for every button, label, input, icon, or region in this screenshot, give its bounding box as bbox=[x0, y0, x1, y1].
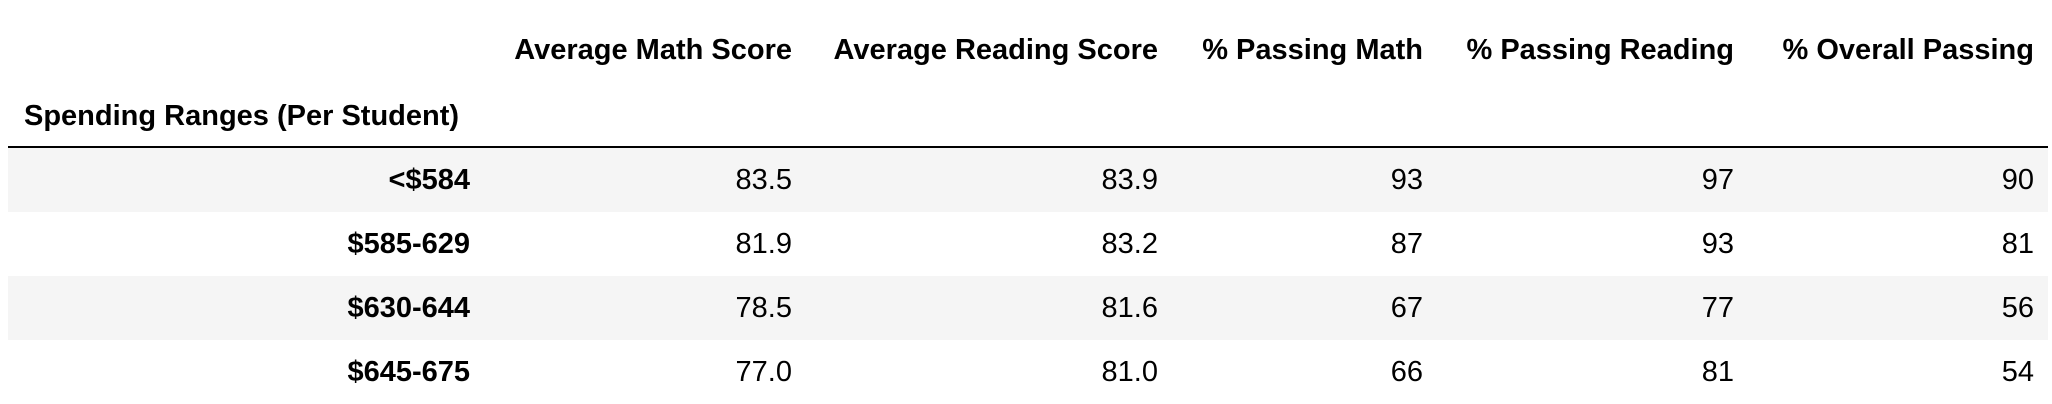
index-row-blank bbox=[1748, 86, 2048, 148]
table-row: <$584 83.5 83.9 93 97 90 bbox=[8, 147, 2048, 212]
column-header-row: Average Math Score Average Reading Score… bbox=[8, 14, 2048, 86]
index-name-label: Spending Ranges (Per Student) bbox=[8, 86, 484, 148]
column-header-passing-math: % Passing Math bbox=[1202, 33, 1423, 66]
index-row-blank bbox=[806, 86, 1172, 148]
index-row-blank bbox=[1437, 86, 1748, 148]
cell-passing-math: 66 bbox=[1390, 355, 1423, 388]
row-label: <$584 bbox=[388, 163, 470, 196]
cell-passing-math: 87 bbox=[1390, 227, 1423, 260]
column-header-overall-passing: % Overall Passing bbox=[1782, 33, 2034, 66]
cell-average-math-score: 77.0 bbox=[735, 355, 792, 388]
cell-overall-passing: 90 bbox=[2001, 163, 2034, 196]
cell-average-math-score: 83.5 bbox=[735, 163, 792, 196]
cell-passing-reading: 77 bbox=[1701, 291, 1734, 324]
index-row-blank bbox=[1172, 86, 1437, 148]
table-row: $630-644 78.5 81.6 67 77 56 bbox=[8, 276, 2048, 340]
row-label: $630-644 bbox=[347, 291, 470, 324]
cell-passing-math: 93 bbox=[1390, 163, 1423, 196]
cell-average-math-score: 81.9 bbox=[735, 227, 792, 260]
cell-overall-passing: 56 bbox=[2001, 291, 2034, 324]
cell-average-reading-score: 83.2 bbox=[1101, 227, 1158, 260]
header-corner-blank bbox=[8, 14, 484, 86]
cell-overall-passing: 81 bbox=[2001, 227, 2034, 260]
column-header-average-reading-score: Average Reading Score bbox=[833, 33, 1159, 66]
cell-overall-passing: 54 bbox=[2001, 355, 2034, 388]
cell-average-reading-score: 83.9 bbox=[1101, 163, 1158, 196]
index-name-row: Spending Ranges (Per Student) bbox=[8, 86, 2048, 148]
column-header-average-math-score: Average Math Score bbox=[514, 33, 792, 66]
row-label: $645-675 bbox=[347, 355, 470, 388]
cell-average-reading-score: 81.6 bbox=[1101, 291, 1158, 324]
row-label: $585-629 bbox=[347, 227, 470, 260]
spending-summary-table: Average Math Score Average Reading Score… bbox=[8, 14, 2048, 404]
column-header-passing-reading: % Passing Reading bbox=[1466, 33, 1734, 66]
table-row: $585-629 81.9 83.2 87 93 81 bbox=[8, 212, 2048, 276]
cell-average-math-score: 78.5 bbox=[735, 291, 792, 324]
cell-passing-reading: 93 bbox=[1701, 227, 1734, 260]
table-row: $645-675 77.0 81.0 66 81 54 bbox=[8, 340, 2048, 404]
index-row-blank bbox=[484, 86, 806, 148]
cell-average-reading-score: 81.0 bbox=[1101, 355, 1158, 388]
cell-passing-reading: 97 bbox=[1701, 163, 1734, 196]
cell-passing-reading: 81 bbox=[1701, 355, 1734, 388]
cell-passing-math: 67 bbox=[1390, 291, 1423, 324]
